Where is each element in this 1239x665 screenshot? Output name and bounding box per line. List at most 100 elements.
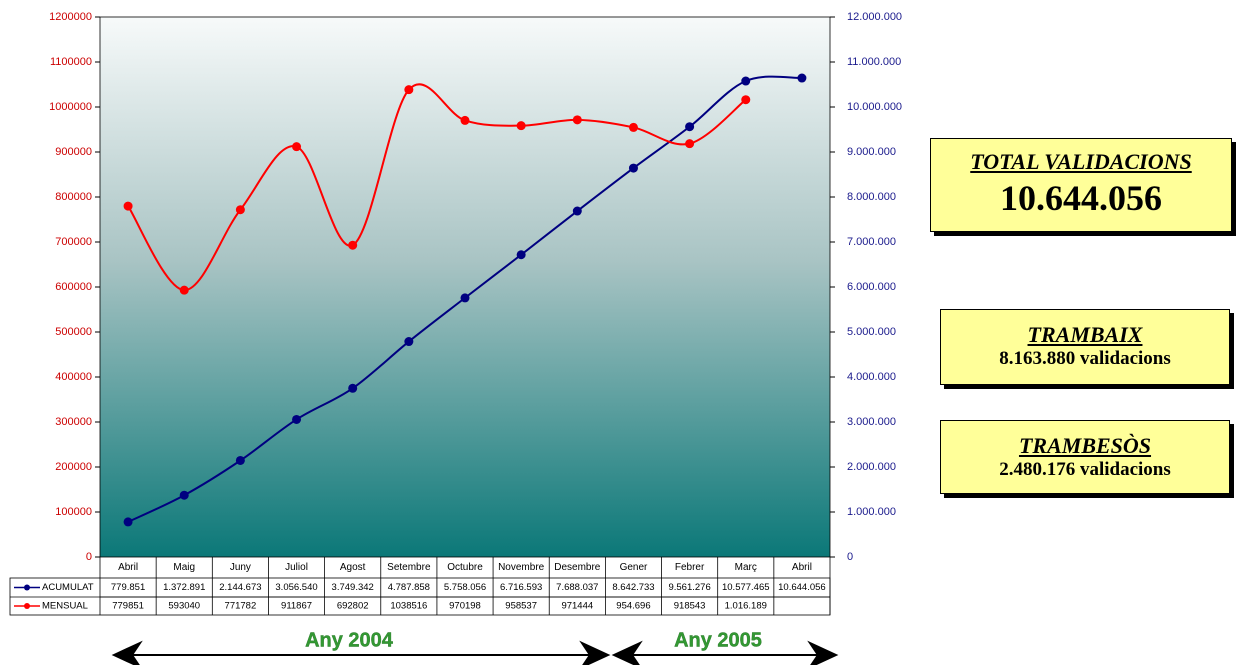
- y2-tick-label: 10.000.000: [847, 101, 902, 113]
- x-tick-label: Juliol: [285, 562, 308, 573]
- point: [292, 414, 302, 424]
- table-value: 692802: [337, 601, 369, 612]
- x-tick-label: Gener: [620, 562, 648, 573]
- y2-tick-label: 6.000.000: [847, 281, 896, 293]
- y2-tick-label: 1.000.000: [847, 506, 896, 518]
- plot-area: [99, 16, 831, 558]
- point: [516, 121, 526, 131]
- y-tick-label: 1100000: [50, 56, 92, 68]
- trambesos-text: 2.480.176 validacions: [999, 459, 1171, 480]
- point: [741, 95, 751, 105]
- x-tick-label: Març: [735, 562, 757, 573]
- x-tick-label: Desembre: [554, 562, 601, 573]
- table-value: 8.642.733: [612, 582, 654, 593]
- table-value: 771782: [225, 601, 257, 612]
- y-tick-label: 800000: [55, 191, 92, 203]
- trambaix-text: 8.163.880 validacions: [999, 348, 1171, 369]
- table-value: 10.577.465: [722, 582, 770, 593]
- point: [741, 76, 751, 86]
- table-value: 911867: [281, 601, 312, 612]
- point: [460, 293, 470, 303]
- table-value: 779.851: [111, 582, 145, 593]
- total-value: 10.644.056: [1000, 178, 1162, 218]
- y-tick-label: 1200000: [49, 11, 92, 23]
- period-arrows: [111, 640, 839, 665]
- table-value: 1.372.891: [163, 582, 205, 593]
- table-value: 970198: [449, 601, 481, 612]
- y-tick-label: 600000: [55, 281, 92, 293]
- y2-tick-label: 5.000.000: [847, 326, 896, 338]
- y2-tick-label: 2.000.000: [847, 461, 896, 473]
- table-value: 7.688.037: [556, 582, 598, 593]
- trambaix-title: TRAMBAIX: [1027, 322, 1143, 347]
- y2-tick-label: 8.000.000: [847, 191, 896, 203]
- table-value: 954.696: [616, 601, 650, 612]
- table-value: 971444: [561, 601, 593, 612]
- table-value: 1.016.189: [725, 601, 767, 612]
- y2-tick-label: 9.000.000: [847, 146, 896, 158]
- point: [179, 285, 189, 295]
- table-value: 4.787.858: [388, 582, 430, 593]
- total-title: TOTAL VALIDACIONS: [970, 149, 1192, 174]
- x-tick-label: Maig: [173, 562, 195, 573]
- y2-tick-label: 3.000.000: [847, 416, 896, 428]
- table-value: 918543: [674, 601, 706, 612]
- table-value: 9.561.276: [668, 582, 710, 593]
- y-tick-label: 900000: [55, 146, 92, 158]
- x-tick-label: Octubre: [447, 562, 483, 573]
- point: [572, 115, 582, 125]
- y2-tick-label: 11.000.000: [847, 56, 901, 68]
- point: [348, 383, 358, 393]
- table-value: 779851: [112, 601, 144, 612]
- point: [292, 142, 302, 152]
- trambesos-box: TRAMBESÒS 2.480.176 validacions: [940, 420, 1230, 494]
- point: [348, 240, 358, 250]
- period-label: Any 2004: [305, 629, 394, 651]
- y-tick-label: 500000: [55, 326, 92, 338]
- trambesos-title: TRAMBESÒS: [1018, 433, 1152, 458]
- legend-marker: [24, 603, 30, 609]
- table-value: 3.749.342: [332, 582, 374, 593]
- legend-label: ACUMULAT: [42, 582, 94, 593]
- y2-tick-label: 7.000.000: [847, 236, 896, 248]
- point: [235, 205, 245, 215]
- table-value: 10.644.056: [778, 582, 826, 593]
- x-tick-label: Juny: [230, 562, 251, 573]
- table-value: 1038516: [390, 601, 427, 612]
- y-tick-label: 1000000: [49, 101, 92, 113]
- table-value: 958537: [505, 601, 537, 612]
- table-value: 2.144.673: [219, 582, 261, 593]
- y2-tick-label: 4.000.000: [847, 371, 896, 383]
- table-value: 3.056.540: [275, 582, 317, 593]
- point: [628, 122, 638, 132]
- point: [685, 139, 695, 149]
- x-tick-label: Abril: [118, 562, 138, 573]
- point: [628, 163, 638, 173]
- point: [797, 73, 807, 83]
- x-tick-label: Febrer: [675, 562, 705, 573]
- x-tick-label: Agost: [340, 562, 366, 573]
- point: [179, 490, 189, 500]
- legend-label: MENSUAL: [42, 601, 88, 612]
- table-value: 593040: [168, 601, 200, 612]
- y-tick-label: 300000: [55, 416, 92, 428]
- y-tick-label: 100000: [55, 506, 92, 518]
- y-tick-label: 0: [86, 551, 92, 563]
- point: [516, 250, 526, 260]
- total-box: TOTAL VALIDACIONS 10.644.056: [930, 138, 1232, 232]
- point: [404, 337, 414, 347]
- point: [235, 455, 245, 465]
- x-tick-label: Setembre: [387, 562, 431, 573]
- x-tick-label: Abril: [792, 562, 812, 573]
- table-value: 6.716.593: [500, 582, 542, 593]
- legend-marker: [24, 584, 30, 591]
- trambaix-box: TRAMBAIX 8.163.880 validacions: [940, 309, 1230, 385]
- x-tick-label: Novembre: [498, 562, 545, 573]
- y-tick-label: 400000: [55, 371, 92, 383]
- point: [404, 85, 414, 95]
- point: [685, 122, 695, 132]
- y2-tick-label: 12.000.000: [847, 11, 902, 23]
- point: [572, 206, 582, 216]
